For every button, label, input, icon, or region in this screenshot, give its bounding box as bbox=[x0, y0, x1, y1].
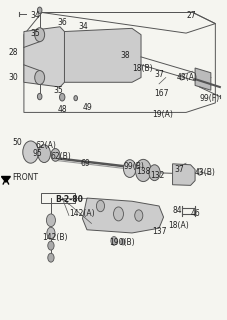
Text: 37: 37 bbox=[174, 165, 184, 174]
Text: 99(B): 99(B) bbox=[123, 162, 143, 171]
Text: 28: 28 bbox=[8, 48, 17, 57]
Text: 37: 37 bbox=[154, 70, 164, 79]
Circle shape bbox=[48, 253, 54, 262]
Text: 95: 95 bbox=[33, 149, 42, 158]
Polygon shape bbox=[172, 164, 194, 185]
Circle shape bbox=[37, 93, 42, 100]
Circle shape bbox=[46, 214, 55, 227]
Circle shape bbox=[110, 236, 117, 245]
Circle shape bbox=[96, 200, 104, 212]
Polygon shape bbox=[82, 198, 163, 233]
Circle shape bbox=[47, 227, 55, 239]
Text: 43(B): 43(B) bbox=[194, 168, 215, 177]
Text: 49: 49 bbox=[82, 103, 92, 112]
Text: 46: 46 bbox=[190, 209, 200, 219]
Text: 43(A): 43(A) bbox=[176, 73, 197, 82]
Circle shape bbox=[113, 207, 123, 221]
Text: 137: 137 bbox=[152, 227, 166, 236]
Circle shape bbox=[51, 148, 60, 161]
Circle shape bbox=[134, 210, 142, 221]
Circle shape bbox=[59, 93, 65, 101]
Text: 27: 27 bbox=[185, 11, 195, 20]
Text: 50: 50 bbox=[12, 138, 22, 147]
Text: 18(B): 18(B) bbox=[131, 63, 152, 73]
Text: 38: 38 bbox=[120, 51, 130, 60]
Text: 84: 84 bbox=[172, 206, 181, 215]
Circle shape bbox=[35, 70, 44, 84]
Text: 190(B): 190(B) bbox=[109, 238, 135, 247]
Text: 132: 132 bbox=[149, 172, 164, 180]
Circle shape bbox=[74, 96, 77, 101]
Circle shape bbox=[120, 239, 125, 245]
Polygon shape bbox=[55, 28, 141, 82]
Text: 30: 30 bbox=[8, 73, 18, 82]
Text: 99(F): 99(F) bbox=[199, 94, 219, 103]
Text: 62(A): 62(A) bbox=[35, 141, 56, 150]
Circle shape bbox=[48, 241, 54, 250]
Circle shape bbox=[148, 165, 160, 180]
Polygon shape bbox=[1, 177, 10, 182]
Text: 138: 138 bbox=[136, 167, 150, 176]
Text: FRONT: FRONT bbox=[12, 173, 39, 182]
Circle shape bbox=[38, 145, 50, 163]
Circle shape bbox=[123, 160, 136, 178]
Text: 35: 35 bbox=[53, 86, 63, 95]
Polygon shape bbox=[194, 68, 210, 90]
Text: 62(B): 62(B) bbox=[51, 152, 71, 161]
Text: 34: 34 bbox=[78, 22, 87, 31]
Text: 142(B): 142(B) bbox=[42, 233, 67, 242]
Text: 36: 36 bbox=[57, 18, 67, 27]
Text: 34: 34 bbox=[31, 11, 40, 20]
Text: B-2-80: B-2-80 bbox=[55, 195, 83, 204]
Text: 18(A): 18(A) bbox=[167, 220, 188, 229]
Text: 35: 35 bbox=[31, 28, 40, 38]
Text: 142(A): 142(A) bbox=[69, 209, 94, 219]
Text: 167: 167 bbox=[154, 89, 168, 98]
Polygon shape bbox=[24, 27, 64, 87]
Text: 48: 48 bbox=[57, 105, 67, 114]
Circle shape bbox=[135, 159, 151, 181]
Circle shape bbox=[37, 7, 42, 13]
Circle shape bbox=[35, 28, 44, 42]
Text: 69: 69 bbox=[80, 159, 90, 168]
Circle shape bbox=[23, 141, 38, 163]
Text: 19(A): 19(A) bbox=[152, 109, 172, 118]
